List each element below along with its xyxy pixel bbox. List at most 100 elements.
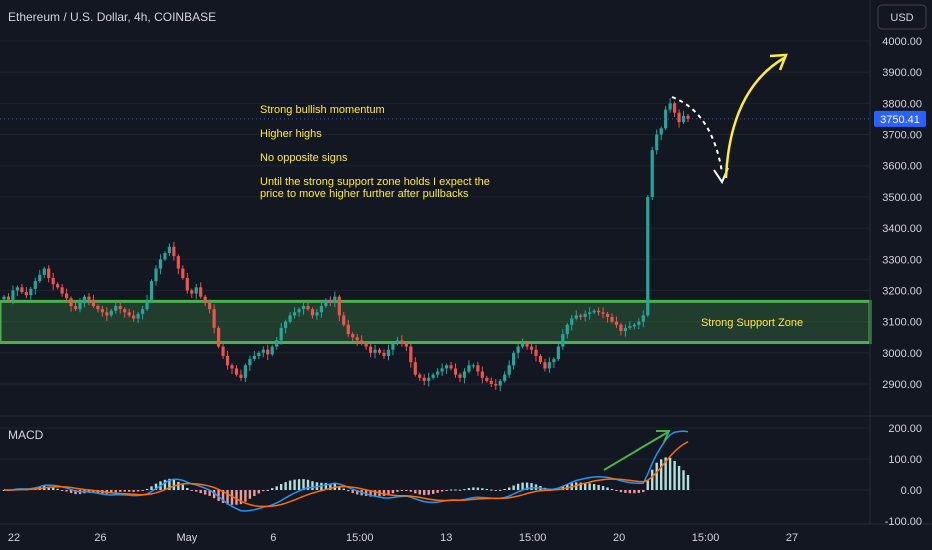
candle-body <box>583 313 587 317</box>
macd-histogram-bar <box>481 488 484 490</box>
macd-histogram-bar <box>405 490 408 491</box>
time-tick-label: May <box>176 532 197 544</box>
macd-histogram-bar <box>615 490 618 491</box>
candle-body <box>592 310 596 313</box>
candle-body <box>69 298 73 307</box>
macd-tick-label: -100.00 <box>885 516 922 528</box>
candle-body <box>221 346 225 356</box>
macd-histogram-bar <box>597 484 600 490</box>
macd-histogram-bar <box>579 482 582 490</box>
candle-body <box>619 324 623 331</box>
candle-body <box>275 340 279 347</box>
candle-body <box>503 374 507 381</box>
candle-body <box>668 103 672 110</box>
macd-histogram-bar <box>423 490 426 496</box>
annotation-line-3: No opposite signs <box>260 152 348 164</box>
macd-histogram-bar <box>686 474 690 490</box>
candle-body <box>471 365 476 367</box>
macd-histogram-bar <box>212 490 216 499</box>
currency-button[interactable] <box>877 4 927 30</box>
candle-body <box>257 352 261 356</box>
macd-histogram-bar <box>199 490 202 494</box>
candle-body <box>672 103 677 113</box>
candle-body <box>47 268 51 278</box>
candle-body <box>292 312 297 316</box>
candle-body <box>377 349 382 353</box>
candle-body <box>6 296 11 300</box>
macd-histogram-bar <box>499 489 502 491</box>
candle-body <box>87 296 91 300</box>
macd-histogram-bar <box>279 484 283 490</box>
candle-body <box>190 290 194 294</box>
macd-histogram-bar <box>257 490 261 494</box>
macd-histogram-bar <box>673 460 676 490</box>
annotation-line-2: Higher highs <box>260 128 322 140</box>
candle-body <box>100 309 104 313</box>
macd-histogram-bar <box>530 483 533 490</box>
candle-body <box>605 313 610 317</box>
time-tick-label: 15:00 <box>692 532 720 544</box>
macd-histogram-bar <box>507 487 511 490</box>
macd-histogram-bar <box>284 482 287 490</box>
time-tick-label: 20 <box>613 532 625 544</box>
candle-body <box>547 362 552 369</box>
macd-histogram-bar <box>288 480 292 490</box>
candle-body <box>565 324 569 335</box>
macd-histogram-bar <box>391 490 395 494</box>
candle-body <box>677 112 681 123</box>
macd-histogram-bar <box>409 490 413 492</box>
candle-body <box>230 365 234 369</box>
macd-histogram-bar <box>494 490 497 491</box>
candle-body <box>494 384 498 386</box>
price-tick-label: 3900.00 <box>882 67 922 79</box>
candle-body <box>38 274 42 282</box>
candle-body <box>60 287 64 294</box>
macd-histogram-bar <box>150 486 153 490</box>
price-grid <box>0 40 870 385</box>
candle-body <box>650 150 654 197</box>
macd-histogram-bar <box>400 490 404 491</box>
candle-body <box>288 315 292 322</box>
candle-body <box>261 349 265 353</box>
macd-histogram-bar <box>271 488 274 490</box>
bullish-projection-arrow <box>724 56 785 179</box>
candle-body <box>225 355 230 366</box>
candle-body <box>556 346 560 360</box>
candle-body <box>588 312 592 314</box>
candle-body <box>319 306 324 313</box>
macd-histogram-bar <box>454 489 457 491</box>
macd-histogram-bar <box>110 490 113 494</box>
candle-body <box>105 312 109 316</box>
macd-histogram-bar <box>119 490 122 492</box>
candle-body <box>185 277 189 291</box>
candle-body <box>337 296 341 316</box>
candle-body <box>118 306 122 310</box>
macd-histogram-bar <box>347 490 350 492</box>
price-tick-label: 3700.00 <box>882 130 922 142</box>
candle-body <box>628 326 632 328</box>
candle-body <box>579 315 583 317</box>
candle-body <box>520 343 525 347</box>
macd-histogram-bar <box>467 488 471 490</box>
macd-histogram-bar <box>525 482 529 490</box>
candle-body <box>181 268 185 278</box>
price-axis-labels: 4000.00 3900.00 3800.00 3700.00 3600.00 3500.… <box>882 36 922 391</box>
candle-body <box>216 327 221 347</box>
candle-body <box>266 349 270 355</box>
candle-body <box>306 306 310 310</box>
candle-body <box>136 313 140 319</box>
macd-tick-label: 100.00 <box>888 454 922 466</box>
price-tick-label: 3400.00 <box>882 223 922 235</box>
currency-button-label[interactable]: USD <box>890 12 913 24</box>
candle-body <box>462 371 467 378</box>
macd-histogram-bar <box>414 490 417 494</box>
macd-histogram-bar <box>154 483 158 490</box>
candle-body <box>476 365 480 372</box>
macd-trend-arrow-head <box>656 430 671 443</box>
candle-body <box>596 310 601 313</box>
candle-body <box>351 334 355 338</box>
candle-body <box>20 287 24 293</box>
candle-body <box>561 334 565 347</box>
candle-body <box>78 302 82 310</box>
